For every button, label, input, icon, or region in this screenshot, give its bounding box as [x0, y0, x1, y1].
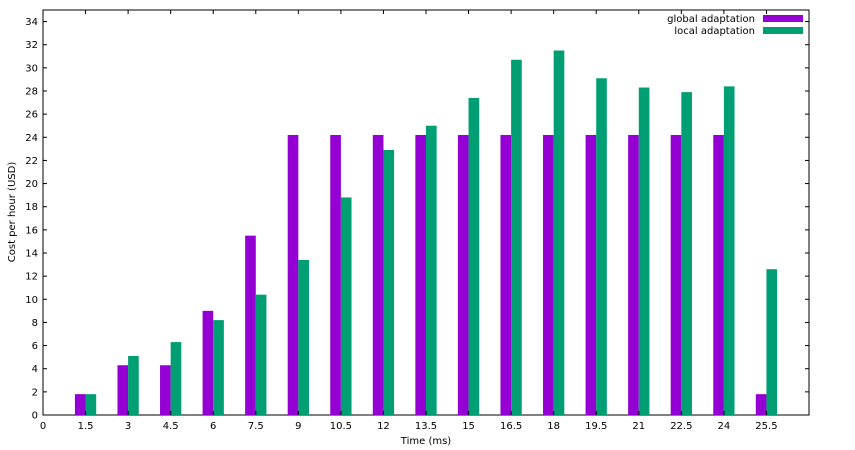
bar-global-6	[330, 134, 341, 415]
bar-global-14	[670, 134, 682, 415]
y-axis-title: Cost per hour (USD)	[7, 162, 18, 263]
bars-group	[74, 50, 778, 416]
bar-global-7	[372, 134, 384, 415]
bar-local-4	[255, 294, 267, 415]
bar-global-11	[543, 134, 554, 415]
x-tick-label: 24	[718, 421, 731, 432]
y-tick-label: 34	[25, 17, 38, 28]
y-tick-label: 32	[25, 40, 38, 51]
legend-label: global adaptation	[667, 14, 755, 25]
x-tick-label: 4.5	[163, 421, 179, 432]
y-tick-label: 10	[25, 295, 38, 306]
y-tick-label: 14	[25, 249, 38, 260]
bar-global-13	[628, 134, 639, 415]
x-tick-label: 25.5	[755, 421, 777, 432]
x-axis-title: Time (ms)	[400, 436, 452, 447]
y-tick-label: 20	[25, 179, 38, 190]
x-tick-label: 13.5	[415, 421, 437, 432]
x-tick-label: 7.5	[248, 421, 264, 432]
x-tick-label: 9	[295, 421, 301, 432]
y-tick-label: 24	[25, 133, 38, 144]
bar-local-10	[511, 59, 522, 415]
bar-local-2	[170, 342, 182, 415]
bar-global-0	[74, 394, 86, 415]
bar-global-10	[500, 134, 512, 415]
x-tick-label: 0	[40, 421, 46, 432]
bar-local-5	[298, 259, 309, 415]
x-tick-label: 10.5	[330, 421, 352, 432]
y-tick-label: 22	[25, 156, 38, 167]
x-tick-label: 18	[547, 421, 560, 432]
bar-local-3	[213, 320, 224, 415]
bar-local-8	[426, 125, 437, 415]
bar-global-16	[755, 394, 767, 415]
legend-swatch	[763, 27, 803, 34]
bar-global-5	[287, 134, 299, 415]
bar-local-9	[468, 97, 480, 415]
y-tick-label: 28	[25, 87, 38, 98]
bar-local-16	[766, 269, 778, 415]
x-axis: 0 1.5 3 4.5 6 7.5 9 10.5 12 13.5 15 16.5 18 19.5 21 22.…	[40, 10, 778, 432]
bar-global-15	[713, 134, 724, 415]
bar-global-3	[202, 310, 214, 415]
y-tick-label: 18	[25, 202, 38, 213]
bar-global-1	[117, 365, 129, 415]
y-tick-label: 8	[32, 318, 38, 329]
bar-global-4	[245, 235, 256, 415]
x-tick-label: 16.5	[500, 421, 522, 432]
bar-global-8	[415, 134, 426, 415]
bar-local-6	[340, 197, 352, 415]
x-tick-label: 3	[125, 421, 131, 432]
bar-global-12	[585, 134, 597, 415]
bar-global-2	[160, 365, 171, 415]
x-tick-label: 19.5	[585, 421, 607, 432]
x-tick-label: 6	[210, 421, 216, 432]
y-tick-label: 2	[32, 387, 38, 398]
legend-label: local adaptation	[674, 26, 755, 37]
y-tick-label: 30	[25, 63, 38, 74]
x-tick-label: 21	[632, 421, 645, 432]
x-tick-label: 12	[377, 421, 390, 432]
bar-local-12	[596, 78, 607, 416]
bar-local-15	[723, 86, 735, 415]
x-tick-label: 1.5	[78, 421, 94, 432]
y-tick-label: 26	[25, 110, 38, 121]
y-tick-label: 16	[25, 225, 38, 236]
bar-local-1	[128, 355, 139, 415]
y-tick-label: 6	[32, 341, 38, 352]
x-tick-label: 22.5	[670, 421, 692, 432]
bar-global-9	[457, 134, 469, 415]
bar-local-11	[553, 50, 565, 415]
legend-swatch	[763, 15, 803, 22]
x-tick-label: 15	[462, 421, 475, 432]
bar-local-14	[681, 92, 692, 416]
bar-local-13	[638, 87, 650, 416]
y-tick-label: 4	[32, 364, 38, 375]
bar-local-7	[383, 150, 395, 415]
y-tick-label: 0	[32, 411, 38, 422]
bar-local-0	[85, 394, 97, 415]
y-tick-label: 12	[25, 272, 38, 283]
